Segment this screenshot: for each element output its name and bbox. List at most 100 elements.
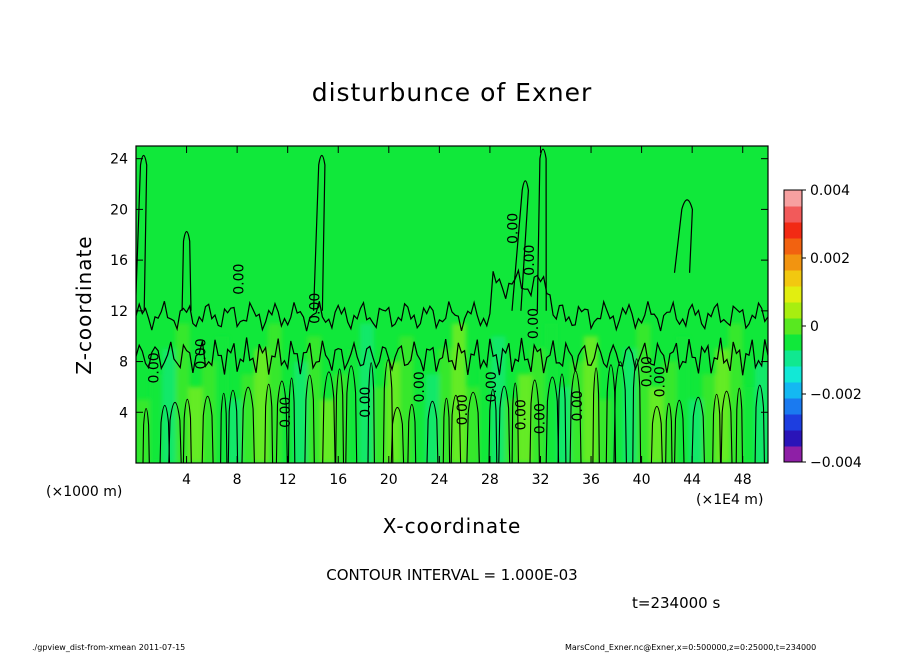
contour-line [665,402,673,463]
field-cell [689,399,704,463]
x-tick-label: 44 [683,472,701,488]
heatmap-field [136,146,768,463]
y-tick-label: 12 [110,304,128,320]
field-cell [491,336,506,463]
y-tick-label: 8 [119,355,128,371]
field-cell [386,361,401,463]
x-axis: 4 8 12 16 20 24 28 32 36 40 44 48 [182,146,752,488]
contour-line [367,362,375,463]
x-tick-label: 4 [182,472,191,488]
x-axis-scale-label: (×1E4 m) [696,492,764,508]
field-cell [517,374,532,463]
field-cell [333,374,348,463]
contour-line [632,358,642,463]
contour-line [569,370,582,463]
x-tick-label: 28 [481,472,499,488]
contour-label: 0.00 [506,213,522,244]
contour-line [720,390,733,463]
contour-label: 0.00 [640,356,656,387]
contour-line [136,268,768,332]
contour-label: 0.00 [278,397,294,428]
field-cell [280,386,295,463]
field-cell [267,323,282,463]
colorbar-swatch [784,350,802,367]
y-tick-label: 20 [110,202,128,218]
colorbar-swatch [784,334,802,351]
contour-label: 0.00 [526,308,542,339]
x-axis-label: X-coordinate [382,514,522,538]
contour-interval-text: CONTOUR INTERVAL = 1.000E-03 [326,566,578,584]
field-cell [149,374,164,463]
contour-labels: 0.00 0.000.000.000.00 0.00 0.000.000.000.00… [147,213,669,434]
contour-line [168,401,182,463]
field-cell [175,323,190,463]
field-cell [596,399,611,463]
contour-line [313,154,326,311]
field-cell [294,361,309,463]
field-cell [162,348,177,463]
field-cell [557,386,572,463]
contour-line [650,405,663,463]
field-cell [649,386,664,463]
x-tick-label: 20 [380,472,398,488]
contour-line [754,384,765,463]
x-tick-label: 36 [582,472,600,488]
surface-band [136,323,768,463]
contour-label: 0.00 [307,293,323,324]
contour-label: 0.00 [231,264,247,295]
colorbar-swatch [784,254,802,271]
contour-label: 0.00 [194,338,210,369]
contour-line [426,400,439,463]
contour-line [407,403,417,463]
contour-label: 0.00 [532,403,548,434]
contour-lines [136,148,768,463]
contour-line [712,393,722,463]
field-cell [307,336,322,463]
contour-line [536,148,547,311]
x-tick-label: 16 [329,472,347,488]
colorbar-swatch [784,318,802,335]
contour-line [511,382,519,463]
contour-line [241,386,255,463]
contour-line [182,398,192,463]
x-tick-label: 48 [734,472,752,488]
contour-line [691,396,705,463]
colorbar-tick-label: −0.004 [810,455,862,471]
x-tick-label: 32 [532,472,550,488]
field-cell [544,323,559,463]
contour-line [382,359,394,463]
field-cell [636,323,651,463]
x-axis-unit-label: (×1000 m) [46,484,123,500]
contour-line [227,389,239,463]
colorbar-swatch [784,190,802,207]
contour-line [498,385,511,463]
contour-label: 0.00 [570,390,586,421]
contour-line [181,230,192,311]
field-cell [425,374,440,463]
colorbar-swatch [784,366,802,383]
contour-label: 0.00 [455,394,471,425]
contour-label: 0.00 [484,371,500,402]
field-cell [741,386,756,463]
colorbar-tick-label: 0.004 [810,183,850,199]
contour-line [287,377,296,463]
contour-label: 0.00 [652,366,668,397]
contour-line [264,383,274,463]
colorbar-swatch [784,238,802,255]
colorbar-swatch [784,398,802,415]
contour-line [345,365,358,463]
field-cell [438,348,453,463]
contour-line [159,404,171,463]
x-tick-label: 24 [430,472,448,488]
colorbar-swatch [784,206,802,223]
colorbar-swatch [784,302,802,319]
contour-line [322,371,336,463]
contour-label: 0.00 [147,352,163,383]
contour-line [136,154,148,311]
colorbar-swatch [784,414,802,431]
x-tick-label: 12 [279,472,297,488]
footer-right-text: MarsCond_Exner.nc@Exner,x=0:500000,z=0:2… [565,643,817,652]
footer-left-text: ./gpview_dist-from-xmean 2011-07-15 [32,643,186,652]
contour-label: 0.00 [522,245,538,276]
contour-line [613,361,627,463]
